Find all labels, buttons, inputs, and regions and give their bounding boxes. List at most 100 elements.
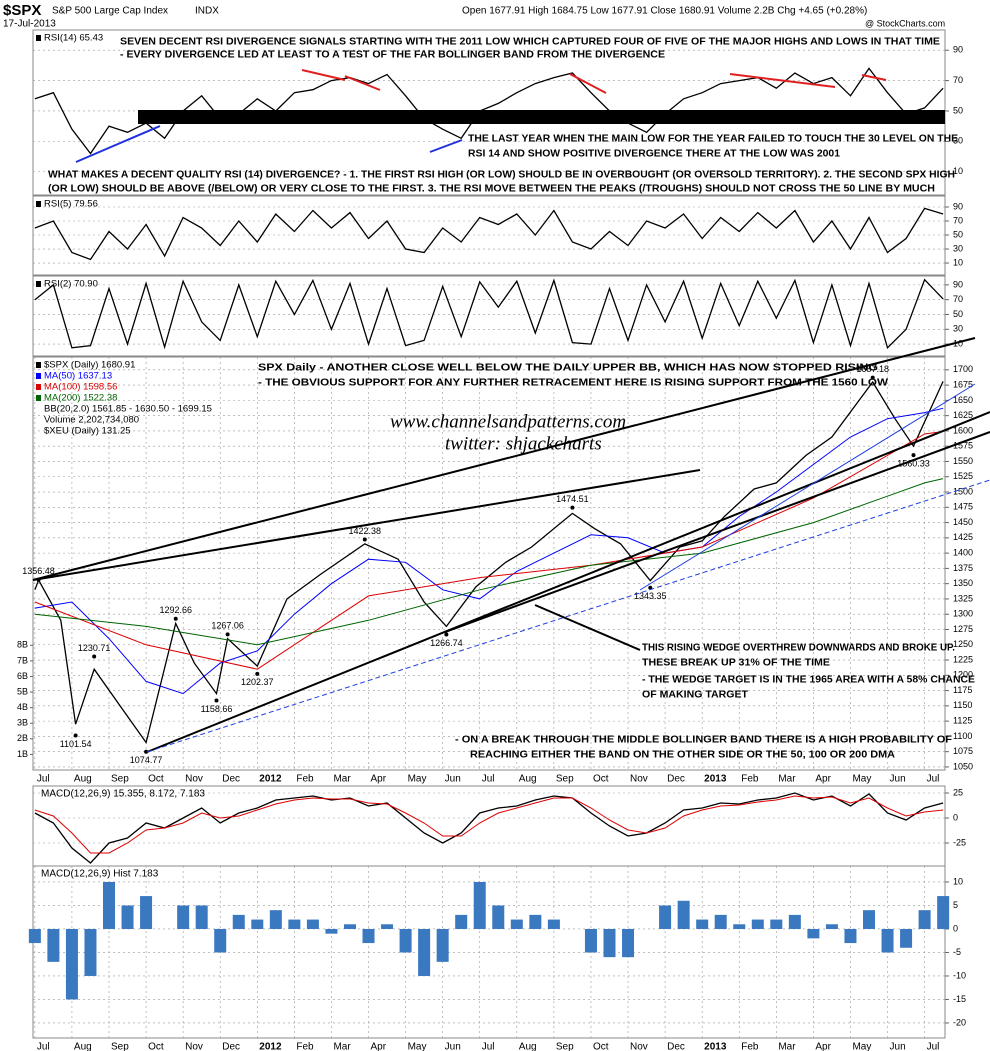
bar [863, 910, 875, 929]
x-tick-label: Aug [74, 1042, 92, 1051]
bar [659, 905, 672, 929]
x-tick-label: Jul [37, 774, 50, 785]
x-tick-label: Dec [667, 1042, 685, 1051]
y-tick-label: 0 [953, 923, 958, 933]
y-tick-label: -25 [953, 837, 966, 847]
x-tick-label: Dec [667, 774, 685, 785]
bar [84, 928, 97, 976]
pivot [214, 698, 219, 703]
y-tick-label: 5 [953, 900, 958, 910]
y-tick-label: 1175 [953, 685, 972, 695]
line [34, 795, 944, 854]
y-tick-label: -10 [953, 970, 966, 980]
pivot [570, 505, 575, 510]
x-tick-label: Feb [296, 1042, 314, 1051]
x-tick-label: Jul [37, 1042, 50, 1051]
y-tick-label: 1250 [953, 639, 973, 649]
y-tick-label: -20 [953, 1017, 966, 1027]
line [34, 792, 944, 864]
pivot [173, 616, 178, 621]
x-tick-label: Feb [741, 1042, 759, 1051]
x-tick-label: May [408, 774, 427, 785]
x-tick-label: Aug [74, 774, 92, 785]
x-tick-label: Jun [445, 1042, 461, 1051]
pivot-label: 1202.37 [241, 677, 274, 687]
y-tick-label: 1325 [953, 593, 973, 603]
y-tick-label: 1075 [953, 746, 973, 756]
line [34, 380, 944, 745]
bar [28, 928, 41, 944]
exchange: INDX [195, 6, 219, 17]
website: www.channelsandpatterns.com [390, 411, 626, 432]
annotation: SPX Daily - ANOTHER CLOSE WELL BELOW THE… [258, 363, 878, 374]
bar [418, 928, 431, 976]
y2-tick-label: 4B [17, 702, 28, 712]
y2-tick-label: 1B [17, 749, 28, 759]
legend-entry: MA(200) 1522.38 [44, 393, 117, 404]
bar [306, 919, 319, 929]
x-tick-label: Apr [371, 774, 387, 785]
annotation: OF MAKING TARGET [642, 690, 748, 701]
x-tick-label: Sep [556, 774, 574, 785]
pivot [225, 632, 230, 637]
legend-swatch [36, 373, 41, 379]
x-tick-label: 2013 [704, 1042, 727, 1051]
x-tick-label: Dec [222, 1042, 240, 1051]
pivot-label: 1292.66 [159, 605, 192, 615]
y-tick-label: 10 [953, 166, 963, 176]
x-tick-label: Mar [778, 774, 796, 785]
annotation: - EVERY DIVERGENCE LED AT LEAST TO A TES… [120, 50, 665, 61]
line [34, 278, 944, 350]
y2-tick-label: 2B [17, 733, 28, 743]
x-tick-label: Aug [519, 1042, 537, 1051]
legend-swatch [36, 201, 41, 207]
bar [140, 896, 153, 929]
symbol: $SPX [3, 2, 41, 19]
x-tick-label: Oct [148, 1042, 164, 1051]
y-tick-label: 1150 [953, 700, 972, 710]
line [34, 431, 944, 670]
annotation: THIS RISING WEDGE OVERTHREW DOWNWARDS AN… [642, 643, 955, 654]
x-tick-label: Sep [556, 1042, 574, 1051]
x-tick-label: 2013 [704, 774, 727, 785]
bar [232, 914, 245, 929]
legend-entry: Volume 2,202,734,080 [44, 415, 139, 426]
bar [288, 919, 301, 929]
bar [269, 910, 282, 929]
trendline [146, 479, 990, 753]
pivot [362, 537, 367, 542]
divergence-arrows [75, 69, 887, 163]
y2-tick-label: 7B [17, 655, 28, 665]
y-tick-label: -5 [953, 947, 961, 957]
x-tick-label: Mar [333, 1042, 351, 1051]
legend-entry: RSI(5) 79.56 [44, 199, 98, 210]
x-tick-label: 2012 [259, 774, 282, 785]
bar [677, 900, 690, 929]
y-tick-label: 1125 [953, 715, 972, 725]
pivot [911, 453, 916, 458]
x-tick-label: Dec [222, 774, 240, 785]
x-tick-label: Jul [482, 774, 495, 785]
annotation: (OR LOW) SHOULD BE ABOVE (/BELOW) OR VER… [48, 184, 935, 195]
y-tick-label: 1700 [953, 364, 973, 374]
bar [547, 919, 560, 929]
legend-entry: MACD(12,26,9) 15.355, 8.172, 7.183 [41, 789, 205, 800]
pivot-label: 1266.74 [430, 638, 463, 648]
panel-frame [32, 356, 946, 771]
legend-entry: $SPX (Daily) 1680.91 [44, 360, 135, 371]
bar [714, 914, 727, 929]
bar [770, 919, 783, 929]
bar [510, 919, 523, 929]
watermark: @ StockCharts.com [865, 18, 945, 28]
x-tick-label: Jun [890, 774, 906, 785]
bar [918, 910, 931, 929]
index-name: S&P 500 Large Cap Index [52, 6, 168, 17]
pivot-label: 1074.77 [130, 755, 163, 765]
bar [177, 905, 190, 929]
bar [214, 928, 227, 953]
y-tick-label: 25 [953, 787, 963, 797]
line [34, 207, 944, 261]
panel-frame [32, 865, 946, 1039]
legend-entry: RSI(2) 70.90 [44, 279, 98, 290]
pivot-label: 1343.35 [634, 591, 667, 601]
